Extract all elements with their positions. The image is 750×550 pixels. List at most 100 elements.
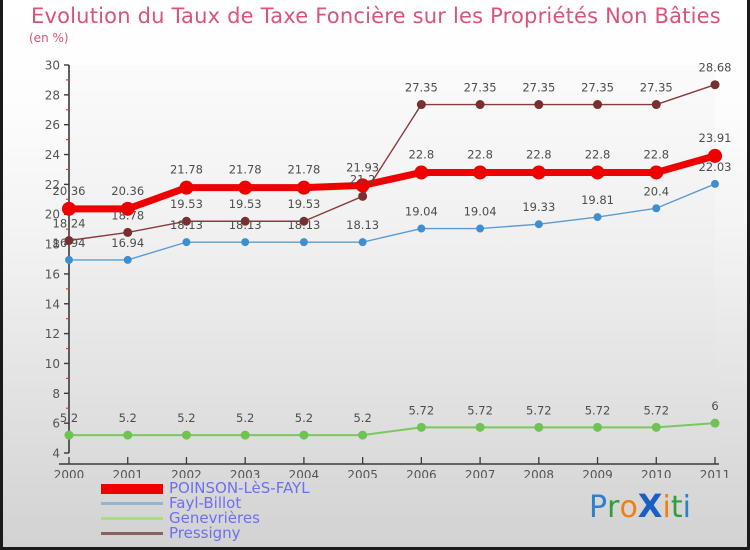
legend-color-swatch — [101, 517, 163, 520]
data-point-label: 23.91 — [699, 131, 732, 145]
data-point[interactable] — [711, 179, 719, 188]
y-axis-tick-label: 24 — [45, 148, 60, 162]
data-point[interactable] — [182, 238, 191, 247]
series-line — [68, 84, 716, 242]
data-point[interactable] — [64, 235, 74, 245]
data-point-label: 18.24 — [53, 216, 86, 230]
legend-item[interactable]: Pressigny — [101, 526, 441, 541]
data-point[interactable] — [179, 180, 194, 195]
data-point[interactable] — [238, 180, 253, 195]
data-point-label: 5.72 — [585, 403, 611, 417]
data-point[interactable] — [475, 100, 485, 110]
data-point[interactable] — [534, 220, 543, 229]
legend-item[interactable]: POINSON-LèS-FAYL — [101, 481, 441, 496]
data-point-label: 21.78 — [229, 163, 262, 177]
data-point[interactable] — [181, 216, 191, 226]
data-point[interactable] — [473, 165, 488, 180]
data-point-label: 5.72 — [467, 403, 493, 417]
data-point[interactable] — [299, 238, 308, 247]
data-point[interactable] — [240, 430, 250, 440]
data-point[interactable] — [593, 100, 603, 110]
data-point[interactable] — [241, 238, 250, 247]
legend-item[interactable]: Fayl-Billot — [101, 496, 441, 511]
data-point-label: 27.35 — [405, 81, 438, 95]
data-point[interactable] — [708, 148, 722, 163]
y-axis-tick-label: 22 — [45, 178, 60, 192]
data-point[interactable] — [355, 178, 370, 193]
data-point[interactable] — [416, 422, 426, 432]
data-point-label: 20.36 — [53, 184, 86, 198]
data-point[interactable] — [593, 422, 603, 432]
data-point[interactable] — [534, 100, 544, 110]
data-point[interactable] — [416, 100, 426, 110]
data-point[interactable] — [414, 165, 429, 180]
data-point[interactable] — [240, 216, 250, 226]
x-axis-tick-label: 2005 — [347, 468, 378, 478]
data-point-label: 19.33 — [522, 200, 555, 214]
data-point[interactable] — [123, 227, 133, 237]
x-axis-tick-label: 2010 — [641, 468, 672, 478]
data-point[interactable] — [299, 216, 309, 226]
y-axis-tick-label: 26 — [45, 118, 60, 132]
y-axis-tick-label: 10 — [45, 357, 60, 371]
proxiti-logo: ProXiti — [589, 487, 691, 525]
data-point[interactable] — [475, 422, 485, 432]
data-point[interactable] — [181, 430, 191, 440]
x-axis-tick-label: 2009 — [582, 468, 613, 478]
data-point[interactable] — [358, 430, 368, 440]
data-point-label: 21.2 — [350, 172, 376, 186]
data-point-label: 16.94 — [53, 236, 86, 250]
data-point[interactable] — [123, 430, 133, 440]
y-axis-tick-label: 14 — [45, 297, 60, 311]
data-point[interactable] — [358, 191, 368, 201]
legend-item[interactable]: Genevrières — [101, 511, 441, 526]
data-point-label: 5.2 — [295, 411, 313, 425]
data-point[interactable] — [476, 224, 485, 233]
data-point[interactable] — [534, 422, 544, 432]
plot-background — [69, 65, 715, 453]
data-point[interactable] — [590, 165, 605, 180]
data-point-label: 5.2 — [177, 411, 195, 425]
data-point-label: 21.78 — [287, 163, 320, 177]
data-point[interactable] — [652, 204, 661, 213]
data-point[interactable] — [62, 201, 76, 216]
data-point-label: 28.68 — [699, 61, 732, 75]
y-axis-tick-label: 12 — [45, 327, 60, 341]
x-axis-tick-label: 2001 — [112, 468, 143, 478]
data-point-label: 22.8 — [585, 147, 611, 161]
data-point[interactable] — [358, 238, 367, 247]
data-point[interactable] — [417, 224, 426, 233]
data-point[interactable] — [123, 255, 132, 264]
data-point[interactable] — [651, 100, 661, 110]
x-axis-tick-label: 2003 — [230, 468, 261, 478]
data-point[interactable] — [649, 165, 664, 180]
data-point-label: 5.2 — [60, 411, 78, 425]
data-point-label: 22.8 — [526, 147, 552, 161]
data-point-label: 22.03 — [699, 160, 732, 174]
y-axis-tick-label: 6 — [52, 417, 60, 431]
data-point-label: 19.53 — [229, 197, 262, 211]
logo-letter: r — [607, 490, 620, 525]
data-point[interactable] — [296, 180, 311, 195]
legend-item-label: POINSON-LèS-FAYL — [169, 479, 310, 497]
data-point-label: 18.78 — [111, 208, 144, 222]
data-point[interactable] — [651, 422, 661, 432]
data-point[interactable] — [299, 430, 309, 440]
y-axis-tick-label: 28 — [45, 88, 60, 102]
data-point[interactable] — [531, 165, 546, 180]
series-fayl-billot — [65, 179, 719, 264]
y-axis-tick-label: 20 — [45, 208, 60, 222]
data-point-label: 21.93 — [346, 160, 379, 174]
data-point-label: 16.94 — [111, 236, 144, 250]
y-axis-tick-label: 16 — [45, 267, 60, 281]
data-point[interactable] — [65, 255, 73, 264]
data-point[interactable] — [593, 213, 602, 222]
data-point[interactable] — [710, 418, 720, 428]
data-point[interactable] — [64, 430, 74, 440]
data-point-label: 19.04 — [405, 205, 438, 219]
data-point[interactable] — [710, 80, 720, 90]
data-point[interactable] — [120, 201, 135, 216]
y-axis-tick-label: 30 — [45, 59, 60, 73]
legend-color-swatch — [101, 502, 163, 505]
